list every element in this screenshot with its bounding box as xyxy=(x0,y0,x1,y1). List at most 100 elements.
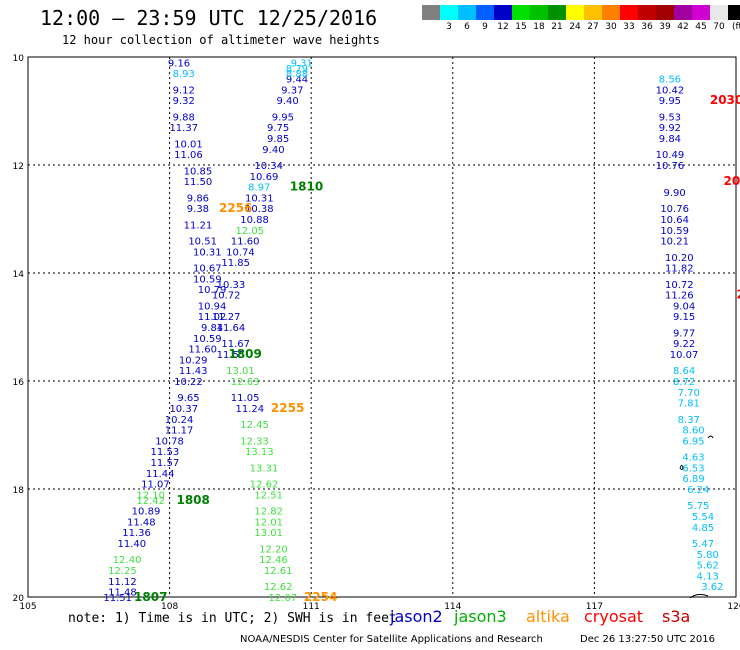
legend-swatch xyxy=(710,5,728,20)
satellite-jason2: jason2 xyxy=(390,607,443,626)
legend-label: 9 xyxy=(482,22,488,32)
legend-label: 36 xyxy=(641,22,653,32)
legend-swatch xyxy=(620,5,638,20)
wave-height-value: 12.62 xyxy=(250,480,279,491)
wave-height-value: 9.44 xyxy=(286,75,308,86)
lon-label: 111 xyxy=(303,602,320,612)
wave-height-value: 10.49 xyxy=(656,150,685,161)
legend-label: 30 xyxy=(605,22,617,32)
wave-height-value: 12.25 xyxy=(108,566,137,577)
pass-time-label: 2255 xyxy=(271,401,304,415)
wave-height-value: 11.43 xyxy=(179,366,208,377)
wave-height-value: 12.01 xyxy=(254,517,283,528)
wave-height-value: 12.05 xyxy=(236,226,265,237)
timestamp: Dec 26 13:27:50 UTC 2016 xyxy=(580,634,715,645)
pass-time-label: 1808 xyxy=(176,493,209,507)
wave-height-value: 10.34 xyxy=(254,161,283,172)
wave-height-value: 10.85 xyxy=(184,166,213,177)
footnote: note: 1) Time is in UTC; 2) SWH is in fe… xyxy=(68,611,397,626)
wave-height-value: 5.54 xyxy=(692,512,714,523)
wave-height-value: 10.74 xyxy=(226,247,255,258)
pass-time-label: 2254 xyxy=(304,590,337,604)
wave-height-value: 9.22 xyxy=(673,339,695,350)
wave-height-value: 6.89 xyxy=(682,474,704,485)
wave-height-value: 13.13 xyxy=(245,447,274,458)
wave-height-value: 9.37 xyxy=(281,85,303,96)
lon-label: 105 xyxy=(19,602,36,612)
wave-height-value: 11.07 xyxy=(141,480,170,491)
wave-height-value: 10.79 xyxy=(198,285,227,296)
wave-height-value: 12.40 xyxy=(113,555,142,566)
wave-height-value: 12.61 xyxy=(264,566,293,577)
wave-height-value: 11.60 xyxy=(231,237,260,248)
wave-height-value: 11.36 xyxy=(122,528,151,539)
wave-height-value: 8.72 xyxy=(673,377,695,388)
wave-height-value: 12.82 xyxy=(254,507,283,518)
wave-height-value: 10.42 xyxy=(656,85,685,96)
lat-label: 10 xyxy=(13,54,25,64)
wave-height-value: 10.76 xyxy=(656,161,685,172)
satellite-jason3: jason3 xyxy=(454,607,507,626)
satellite-altika: altika xyxy=(526,607,570,626)
legend-swatch xyxy=(530,5,548,20)
wave-height-value: 9.88 xyxy=(173,112,195,123)
lat-label: 12 xyxy=(13,162,24,172)
wave-height-value: 11.40 xyxy=(118,539,147,550)
wave-height-value: 9.12 xyxy=(173,85,195,96)
pass-time-label: 202 xyxy=(723,174,740,188)
wave-height-value: 12.46 xyxy=(259,555,288,566)
wave-height-value: 12.20 xyxy=(259,544,288,555)
wave-height-value: 10.94 xyxy=(198,301,227,312)
wave-height-value: 11.06 xyxy=(174,150,203,161)
coastline xyxy=(707,435,714,439)
lat-label: 18 xyxy=(13,486,25,496)
pass-time-label: 1809 xyxy=(228,347,261,361)
legend-label: 24 xyxy=(569,22,581,32)
wave-height-value: 10.67 xyxy=(193,264,222,275)
wave-height-value: 10.37 xyxy=(169,404,198,415)
wave-height-value: 11.50 xyxy=(184,177,213,188)
wave-height-value: 11.24 xyxy=(236,404,265,415)
legend-swatch xyxy=(476,5,494,20)
wave-height-value: 12.10 xyxy=(136,490,165,501)
coastline xyxy=(679,465,684,470)
wave-height-value: 11.82 xyxy=(665,264,694,275)
wave-height-value: 5.75 xyxy=(687,501,709,512)
legend-label: 39 xyxy=(659,22,671,32)
wave-height-value: 3.62 xyxy=(701,582,723,593)
color-legend xyxy=(422,5,740,20)
wave-height-value: 11.55 xyxy=(217,350,246,361)
legend-label: 18 xyxy=(533,22,545,32)
wave-height-value: 11.67 xyxy=(221,339,250,350)
wave-height-value: 9.53 xyxy=(659,112,681,123)
legend-label: 45 xyxy=(695,22,707,32)
wave-height-value: 10.31 xyxy=(193,247,222,258)
wave-height-value: 9.90 xyxy=(664,188,686,199)
wave-height-value: 11.02 xyxy=(198,312,227,323)
wave-height-value: 11.60 xyxy=(188,345,217,356)
wave-height-value: 10.69 xyxy=(250,172,279,183)
wave-height-value: 9.16 xyxy=(168,58,190,69)
legend-swatch xyxy=(512,5,530,20)
lat-label: 20 xyxy=(13,594,25,604)
wave-height-value: 12.07 xyxy=(269,593,298,604)
wave-height-value: 5.47 xyxy=(692,539,714,550)
wave-height-value: 9.40 xyxy=(276,96,298,107)
page-subtitle: 12 hour collection of altimeter wave hei… xyxy=(62,33,380,47)
wave-height-value: 10.01 xyxy=(174,139,203,150)
wave-height-value: 12.45 xyxy=(240,420,269,431)
wave-height-value: 10.59 xyxy=(660,226,689,237)
wave-height-value: 7.70 xyxy=(678,388,700,399)
wave-height-value: 11.48 xyxy=(127,517,156,528)
wave-height-value: 9.95 xyxy=(272,112,294,123)
wave-height-value: 11.48 xyxy=(108,588,137,599)
legend-swatch xyxy=(458,5,476,20)
legend-swatch xyxy=(728,5,740,20)
legend-label: 42 xyxy=(677,22,689,32)
map-frame xyxy=(27,56,737,598)
wave-height-value: 8.97 xyxy=(248,183,270,194)
wave-height-value: 8.56 xyxy=(659,75,681,86)
pass-time-label: 2256 xyxy=(219,201,252,215)
wave-height-value: 10.89 xyxy=(132,507,161,518)
